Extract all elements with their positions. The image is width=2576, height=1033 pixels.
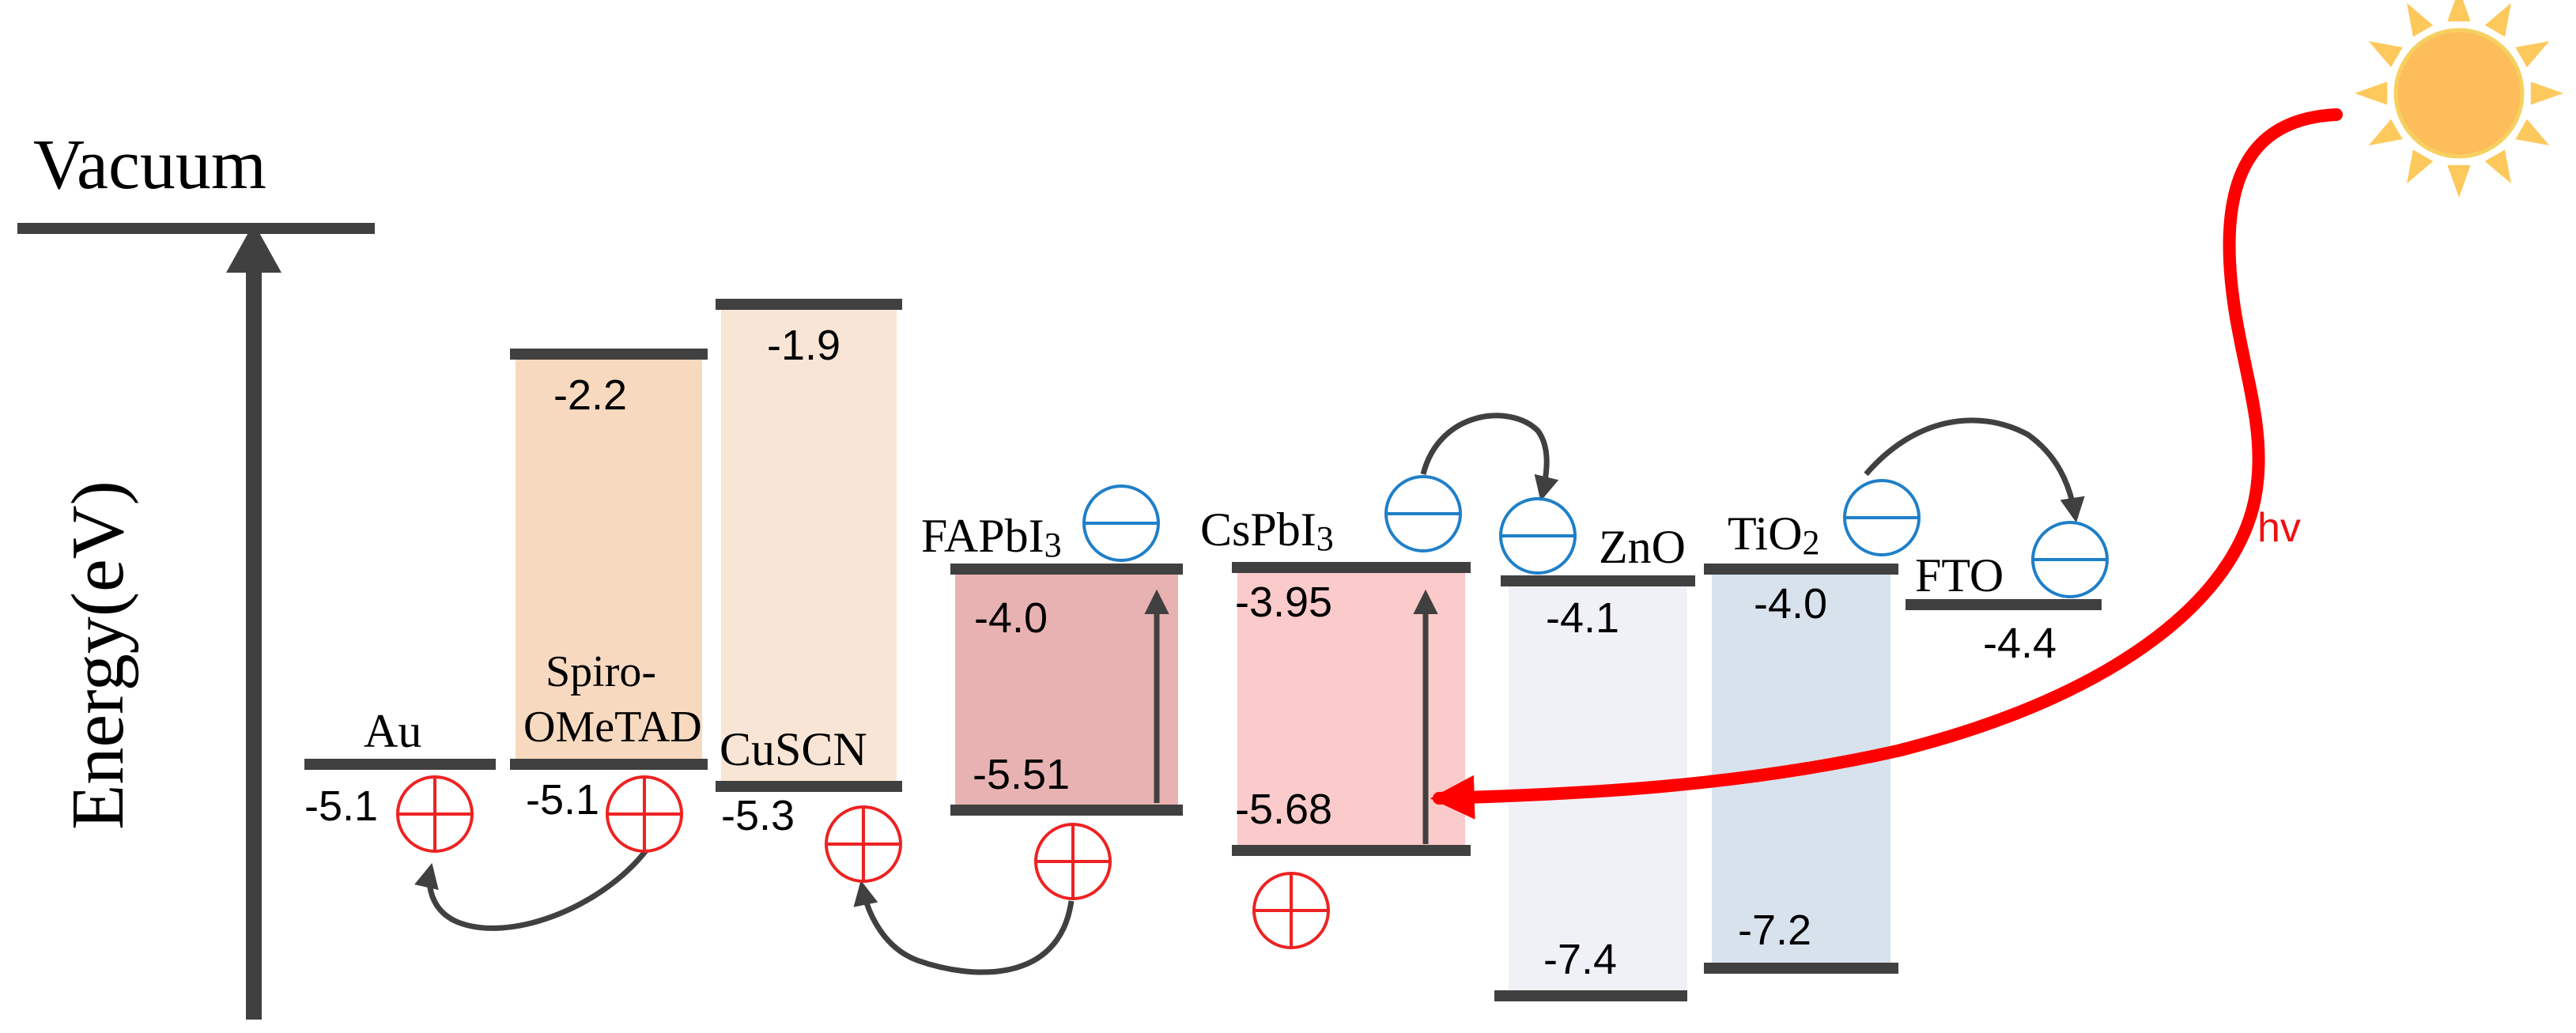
hole-icon bbox=[1034, 823, 1112, 900]
cspbi3-vb-value: -5.68 bbox=[1235, 786, 1332, 833]
cuscn-band bbox=[721, 304, 897, 786]
au-level-bar bbox=[304, 759, 496, 770]
fto-level-value: -4.4 bbox=[1983, 620, 2057, 667]
incident-light-arrow bbox=[1430, 108, 2343, 820]
zno-cb-bar bbox=[1501, 575, 1695, 586]
vacuum-level-line bbox=[17, 223, 375, 234]
tio2-name-label: TiO2 bbox=[1728, 507, 1820, 562]
fto-name-label: FTO bbox=[1915, 549, 2004, 601]
cuscn-homo-value: -5.3 bbox=[721, 792, 795, 839]
hole-transfer-arrow-fapbi3-to-cuscn bbox=[853, 880, 1075, 975]
cuscn-lumo-value: -1.9 bbox=[767, 322, 840, 369]
au-level-value: -5.1 bbox=[304, 782, 378, 830]
cuscn-homo-bar bbox=[716, 781, 902, 792]
hole-icon bbox=[606, 775, 683, 853]
fapbi3-band bbox=[955, 569, 1178, 810]
sun-ray bbox=[2368, 119, 2403, 145]
cuscn-lumo-bar bbox=[716, 299, 902, 310]
hole-icon bbox=[825, 805, 902, 883]
sun-ray bbox=[2447, 0, 2471, 22]
tio2-name-sub: 2 bbox=[1803, 523, 1820, 562]
hole-icon bbox=[396, 775, 474, 853]
spiro-name-line2: OMeTAD bbox=[523, 703, 702, 752]
fapbi3-cb-bar bbox=[950, 564, 1183, 575]
zno-vb-bar bbox=[1494, 990, 1687, 1001]
electron-transfer-arrow-tio2-to-fto bbox=[1864, 417, 2085, 523]
spiro-band bbox=[516, 354, 702, 765]
spiro-name-line1: Spiro- bbox=[546, 647, 656, 696]
vacuum-label: Vacuum bbox=[33, 126, 266, 204]
fapbi3-name-main: FAPbI bbox=[921, 510, 1044, 562]
cuscn-name-label: CuSCN bbox=[720, 723, 867, 775]
electron-icon bbox=[2031, 521, 2109, 598]
spiro-homo-value: -5.1 bbox=[526, 776, 599, 824]
hole-icon bbox=[1252, 872, 1330, 949]
cspbi3-cb-bar bbox=[1232, 562, 1471, 573]
sun-ray bbox=[2355, 81, 2388, 105]
tio2-name-main: TiO bbox=[1728, 507, 1803, 560]
energy-axis-arrowhead bbox=[226, 223, 281, 273]
sun-ray bbox=[2407, 149, 2434, 184]
light-label: hv bbox=[2257, 505, 2301, 551]
au-name-label: Au bbox=[364, 705, 421, 757]
fto-level-bar bbox=[1906, 599, 2102, 610]
sun-ray bbox=[2530, 81, 2563, 105]
spiro-lumo-bar bbox=[510, 349, 708, 360]
tio2-cb-bar bbox=[1704, 564, 1898, 575]
tio2-cb-value: -4.0 bbox=[1754, 580, 1827, 628]
spiro-lumo-value: -2.2 bbox=[553, 371, 627, 419]
sun-ray bbox=[2484, 2, 2511, 37]
fapbi3-name-label: FAPbI3 bbox=[921, 510, 1062, 564]
tio2-vb-value: -7.2 bbox=[1738, 907, 1811, 954]
fapbi3-vb-bar bbox=[950, 805, 1183, 816]
cspbi3-name-label: CsPbI3 bbox=[1200, 503, 1334, 558]
zno-vb-value: -7.4 bbox=[1543, 936, 1617, 983]
energy-axis-line bbox=[246, 261, 262, 1020]
tio2-vb-bar bbox=[1704, 963, 1898, 974]
electron-transfer-arrow-cspbi3-to-zno bbox=[1420, 413, 1559, 502]
sun-ray bbox=[2447, 164, 2471, 198]
sun-ray bbox=[2515, 119, 2550, 145]
cspbi3-name-main: CsPbI bbox=[1200, 503, 1316, 556]
cspbi3-vb-bar bbox=[1232, 845, 1471, 856]
spiro-homo-bar bbox=[510, 759, 708, 770]
sun-ray bbox=[2484, 149, 2511, 184]
cspbi3-name-sub: 3 bbox=[1316, 519, 1334, 558]
electron-icon bbox=[1843, 479, 1921, 556]
zno-cb-value: -4.1 bbox=[1546, 594, 1619, 642]
fapbi3-vb-value: -5.51 bbox=[973, 751, 1070, 798]
zno-name-label: ZnO bbox=[1599, 521, 1686, 573]
sun-ray bbox=[2368, 41, 2403, 68]
hole-transfer-arrow-spiro-to-au bbox=[414, 847, 649, 931]
fapbi3-name-sub: 3 bbox=[1044, 526, 1062, 564]
cspbi3-cb-value: -3.95 bbox=[1235, 579, 1332, 626]
electron-icon bbox=[1082, 484, 1160, 562]
sun-icon bbox=[2355, 0, 2563, 198]
electron-icon bbox=[1384, 475, 1462, 552]
sun-ray bbox=[2407, 2, 2434, 37]
energy-axis-label: Energy(eV) bbox=[57, 481, 139, 830]
electron-icon bbox=[1499, 497, 1577, 575]
sun-ray bbox=[2515, 41, 2550, 68]
fapbi3-cb-value: -4.0 bbox=[974, 594, 1048, 642]
